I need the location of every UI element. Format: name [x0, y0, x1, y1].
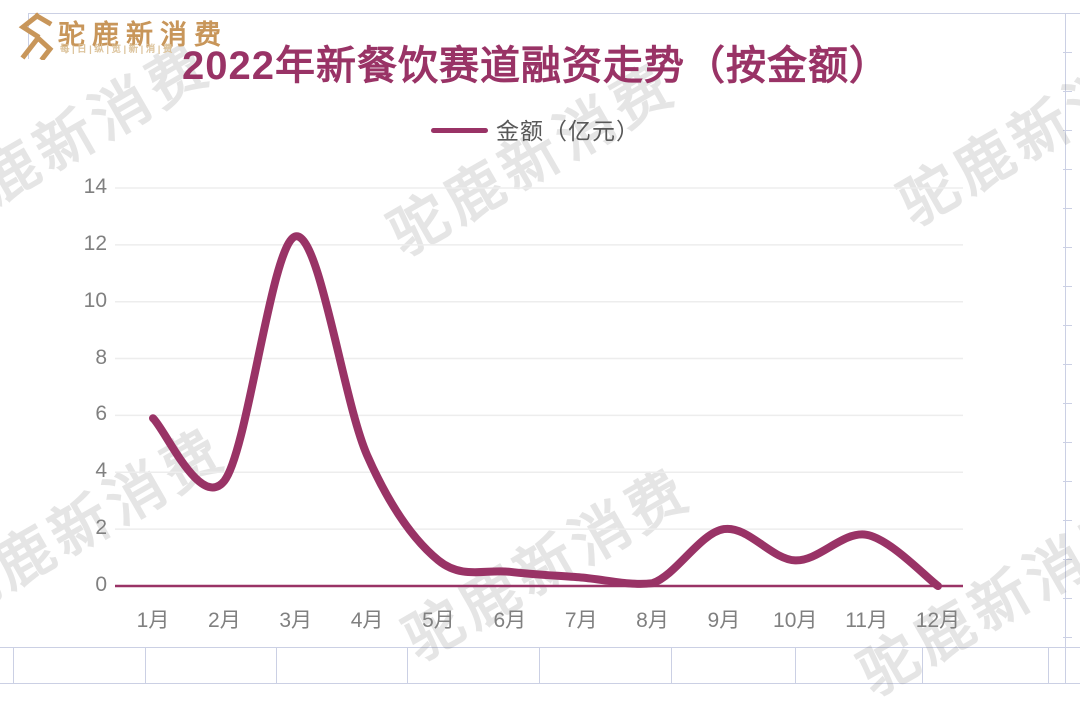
sheet-border-line [1063, 520, 1072, 521]
y-tick-label: 4 [95, 459, 107, 483]
sheet-border-line [671, 648, 672, 683]
sheet-border-line [1063, 247, 1072, 248]
x-tick-label: 8月 [636, 609, 669, 632]
sheet-border-line [1063, 559, 1072, 560]
x-tick-label: 12月 [915, 609, 961, 632]
x-tick-label: 4月 [350, 609, 384, 632]
brand-name: 驼鹿新消费 [58, 20, 228, 50]
sheet-border-line [407, 648, 408, 683]
sheet-border-line [0, 683, 1080, 684]
y-tick-label: 12 [83, 231, 107, 255]
chart-legend: 金额（亿元） [431, 112, 640, 146]
sheet-border-line [28, 13, 1080, 14]
sheet-border-line [922, 648, 923, 683]
chart-title: 2022年新餐饮赛道融资走势（按金额） [182, 44, 890, 88]
sheet-border-line [13, 648, 14, 683]
sheet-border-line [1063, 637, 1072, 638]
sheet-border-line [1063, 130, 1072, 131]
x-tick-label: 5月 [422, 609, 455, 632]
legend-line-marker [431, 128, 488, 133]
y-tick-label: 6 [95, 402, 107, 426]
series-line-amount [149, 232, 942, 590]
x-tick-label: 1月 [136, 609, 170, 632]
x-tick-label: 9月 [707, 609, 741, 632]
sheet-border-line [276, 648, 277, 683]
x-tick-label: 7月 [564, 609, 598, 632]
sheet-border-line [1063, 286, 1072, 287]
sheet-border-line [1048, 648, 1049, 683]
x-tick-label: 6月 [493, 609, 527, 632]
sheet-border-line [1065, 13, 1066, 683]
sheet-border-line [0, 647, 1080, 648]
sheet-border-line [1063, 442, 1072, 443]
sheet-border-line [145, 648, 146, 683]
sheet-border-line [1063, 481, 1072, 482]
y-tick-label: 2 [95, 516, 107, 540]
x-tick-label: 11月 [845, 609, 888, 632]
sheet-border-line [1063, 169, 1072, 170]
x-tick-label: 2月 [208, 609, 241, 632]
sheet-border-line [1063, 598, 1072, 599]
y-tick-label: 8 [95, 345, 107, 369]
x-tick-label: 10月 [773, 609, 818, 632]
sheet-border-line [795, 648, 796, 683]
sheet-border-line [1063, 403, 1072, 404]
sheet-border-line [1063, 52, 1072, 53]
sheet-border-line [1063, 364, 1072, 365]
sheet-border-line [539, 648, 540, 683]
legend-series-label: 金额（亿元） [496, 118, 640, 144]
sheet-border-line [1063, 91, 1072, 92]
y-tick-label: 10 [83, 288, 107, 312]
sheet-border-line [1063, 325, 1072, 326]
x-tick-label: 3月 [279, 609, 313, 632]
y-tick-label: 14 [83, 174, 107, 198]
sheet-border-line [1063, 208, 1072, 209]
moose-logo-icon [18, 12, 54, 60]
brand-tagline: 每|日|纵|览|新|消|费 [60, 44, 175, 55]
y-tick-label: 0 [95, 573, 107, 596]
sheet-border-line [28, 13, 29, 59]
